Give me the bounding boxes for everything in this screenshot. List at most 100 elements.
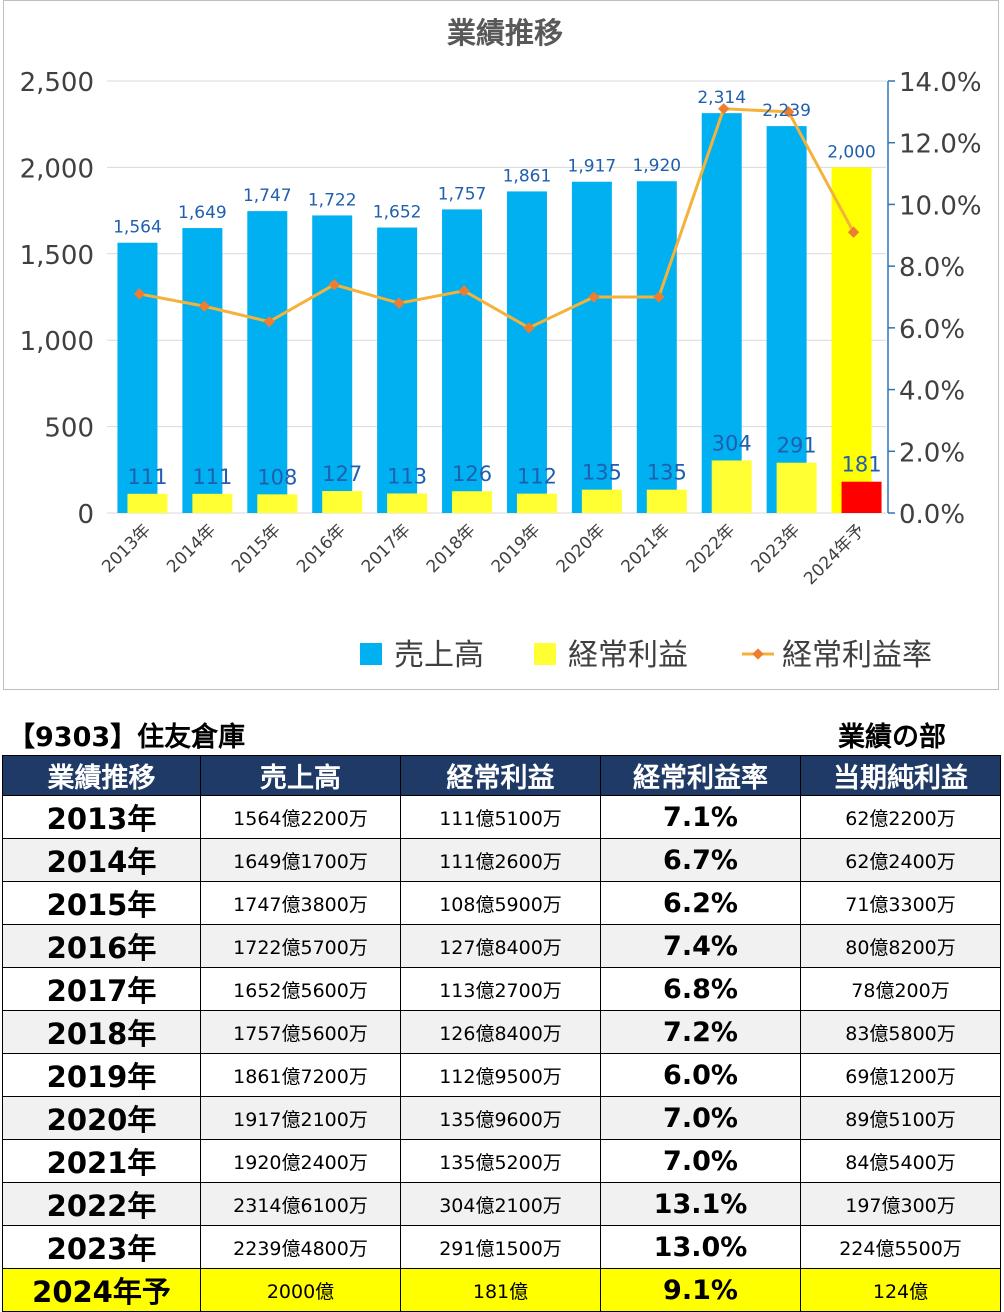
ordinary-profit-data-label: 111 [192, 465, 232, 489]
sales-data-label: 1,757 [438, 184, 487, 204]
cell-sales: 1747億3800万 [200, 881, 401, 925]
y-right-tick-label: 12.0% [899, 130, 982, 160]
sales-bar [571, 181, 612, 513]
x-category-label: 2022年 [682, 520, 739, 577]
cell-sales: 1861億7200万 [200, 1053, 401, 1097]
cell-net-income: 124億 [800, 1268, 1001, 1312]
results-table: 業績推移 売上高 経常利益 経常利益率 当期純利益 2013年 1564億2200… [2, 755, 1001, 1312]
x-category-label: 2018年 [423, 520, 480, 577]
sales-data-label: 1,747 [243, 186, 292, 206]
ordinary-profit-data-label: 126 [452, 462, 492, 486]
profit-rate-marker [393, 297, 405, 309]
ordinary-profit-bar [387, 493, 428, 513]
table-row: 2022年 2314億6100万 304億2100万 13.1% 197億300万 [2, 1182, 1001, 1226]
cell-ordinary-profit: 135億9600万 [400, 1096, 601, 1140]
cell-net-income: 197億300万 [800, 1182, 1001, 1226]
sales-data-label: 1,722 [308, 190, 357, 210]
cell-sales: 2000億 [200, 1268, 401, 1312]
profit-rate-marker [588, 291, 600, 303]
sales-bar [701, 113, 742, 513]
cell-profit-rate: 6.8% [600, 967, 801, 1011]
y-right-tick-label: 10.0% [899, 191, 982, 221]
performance-chart: 業績推移 0 500 1,000 1,500 2,000 2,500 0.0% 2.0% 4.0%… [20, 16, 982, 673]
y-left-tick-label: 500 [44, 414, 94, 444]
x-category-label: 2023年 [747, 520, 804, 577]
cell-year: 2015年 [2, 881, 201, 925]
ordinary-profit-data-label: 112 [517, 465, 557, 489]
sales-bar [182, 228, 223, 513]
cell-net-income: 71億3300万 [800, 881, 1001, 925]
cell-profit-rate: 9.1% [600, 1268, 801, 1312]
cell-year: 2022年 [2, 1182, 201, 1226]
table-row-forecast: 2024年予 2000億 181億 9.1% 124億 [2, 1268, 1001, 1312]
cell-net-income: 62億2400万 [800, 838, 1001, 882]
cell-ordinary-profit: 135億5200万 [400, 1139, 601, 1183]
table-row: 2014年 1649億1700万 111億2600万 6.7% 62億2400万 [2, 838, 1001, 882]
cell-ordinary-profit: 127億8400万 [400, 924, 601, 968]
table-row: 2016年 1722億5700万 127億8400万 7.4% 80億8200万 [2, 924, 1001, 968]
profit-rate-marker [263, 316, 275, 328]
table-body: 2013年 1564億2200万 111億5100万 7.1% 62億2200万 2014… [2, 795, 1001, 1312]
legend-swatch-ordinary-profit [534, 643, 556, 665]
cell-sales: 1722億5700万 [200, 924, 401, 968]
cell-net-income: 62億2200万 [800, 795, 1001, 839]
table-row: 2023年 2239億4800万 291億1500万 13.0% 224億5500万 [2, 1225, 1001, 1269]
ordinary-profit-bar [192, 493, 233, 513]
profit-rate-marker [523, 322, 535, 334]
cell-net-income: 78億200万 [800, 967, 1001, 1011]
cell-ordinary-profit: 111億5100万 [400, 795, 601, 839]
y-right-tick-label: 8.0% [899, 253, 965, 283]
ordinary-profit-data-label: 291 [777, 434, 817, 458]
x-category-label: 2016年 [293, 520, 350, 577]
sales-bar [506, 191, 547, 514]
cell-year: 2018年 [2, 1010, 201, 1054]
cell-profit-rate: 6.2% [600, 881, 801, 925]
header-period: 業績推移 [2, 755, 201, 796]
cell-net-income: 89億5100万 [800, 1096, 1001, 1140]
sales-bar [442, 209, 483, 514]
cell-ordinary-profit: 304億2100万 [400, 1182, 601, 1226]
table-row: 2021年 1920億2400万 135億5200万 7.0% 84億5400万 [2, 1139, 1001, 1183]
cell-net-income: 69億1200万 [800, 1053, 1001, 1097]
ordinary-profit-bar [646, 489, 687, 513]
x-category-label: 2015年 [228, 520, 285, 577]
sales-bar [117, 242, 158, 514]
ordinary-profit-data-label: 108 [257, 465, 297, 489]
y-right-tick-label: 14.0% [899, 68, 982, 98]
y-left-tick-label: 2,000 [20, 154, 94, 184]
y-right-tick-label: 6.0% [899, 315, 965, 345]
cell-profit-rate: 6.7% [600, 838, 801, 882]
ordinary-profit-bar [581, 489, 622, 513]
cell-ordinary-profit: 108億5900万 [400, 881, 601, 925]
ordinary-profit-bar [516, 493, 557, 513]
cell-net-income: 84億5400万 [800, 1139, 1001, 1183]
header-ordinary-profit: 経常利益 [400, 755, 601, 796]
sales-bar [636, 181, 677, 513]
legend-label-sales: 売上高 [394, 638, 484, 673]
x-category-label: 2024年予 [800, 520, 869, 589]
cell-net-income: 80億8200万 [800, 924, 1001, 968]
x-category-label: 2013年 [98, 520, 155, 577]
table-row: 2015年 1747億3800万 108億5900万 6.2% 71億3300万 [2, 881, 1001, 925]
ordinary-profit-data-label: 127 [322, 462, 362, 486]
sales-bar [831, 167, 872, 513]
profit-rate-marker [847, 226, 860, 238]
cell-profit-rate: 7.4% [600, 924, 801, 968]
cell-profit-rate: 7.0% [600, 1096, 801, 1140]
sales-data-label: 2,314 [697, 88, 746, 108]
x-category-label: 2014年 [163, 520, 220, 577]
profit-rate-marker [328, 279, 340, 291]
ordinary-profit-bar [841, 481, 882, 513]
sales-data-label: 1,649 [178, 203, 227, 223]
legend-label-profit-rate: 経常利益率 [782, 638, 932, 673]
cell-year: 2021年 [2, 1139, 201, 1183]
x-category-label: 2020年 [553, 520, 610, 577]
y-left-tick-label: 0 [77, 500, 94, 530]
cell-sales: 1652億5600万 [200, 967, 401, 1011]
cell-year: 2023年 [2, 1225, 201, 1269]
sales-bar [377, 227, 418, 513]
table-row: 2013年 1564億2200万 111億5100万 7.1% 62億2200万 [2, 795, 1001, 839]
profit-rate-marker [458, 285, 470, 297]
ordinary-profit-bar [322, 491, 363, 513]
y-left-tick-label: 1,000 [20, 327, 94, 357]
